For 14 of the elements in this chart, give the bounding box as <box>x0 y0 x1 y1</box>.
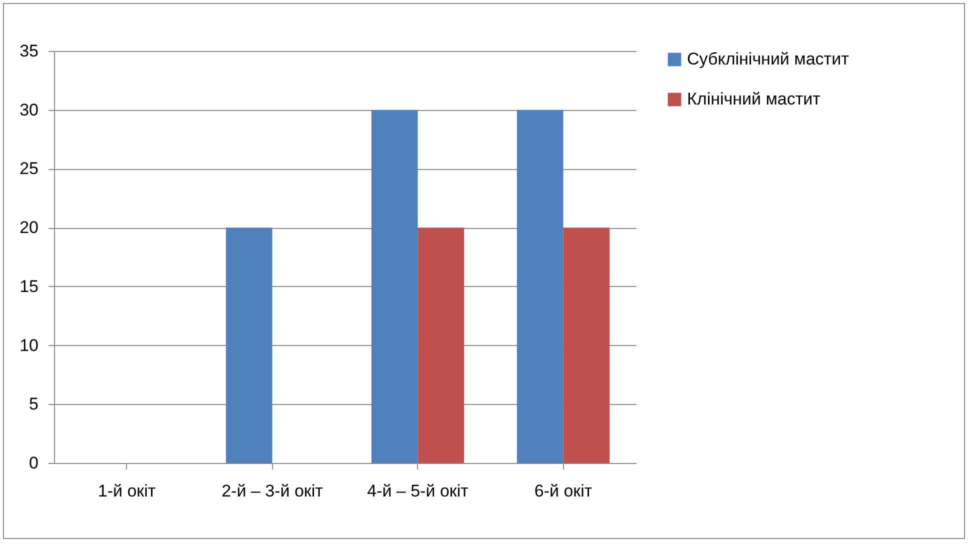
legend-label: Клінічний мастит <box>687 90 821 108</box>
y-tick-label: 0 <box>29 454 38 472</box>
y-tick-label: 35 <box>20 42 38 60</box>
y-tick-label: 25 <box>20 159 38 178</box>
legend-label: Субклінічний мастит <box>687 50 850 68</box>
x-tick-label: 4-й – 5-й окіт <box>367 482 469 500</box>
y-tick-label: 20 <box>20 218 38 238</box>
x-tick-label: 1-й окіт <box>98 482 156 500</box>
y-tick-label: 10 <box>20 336 38 355</box>
y-tick-label: 30 <box>20 100 38 120</box>
y-tick-label: 5 <box>29 394 38 414</box>
x-tick-label: 6-й окіт <box>534 482 592 500</box>
x-tick-label: 2-й – 3-й окіт <box>222 482 324 500</box>
y-tick-label: 15 <box>20 276 38 296</box>
